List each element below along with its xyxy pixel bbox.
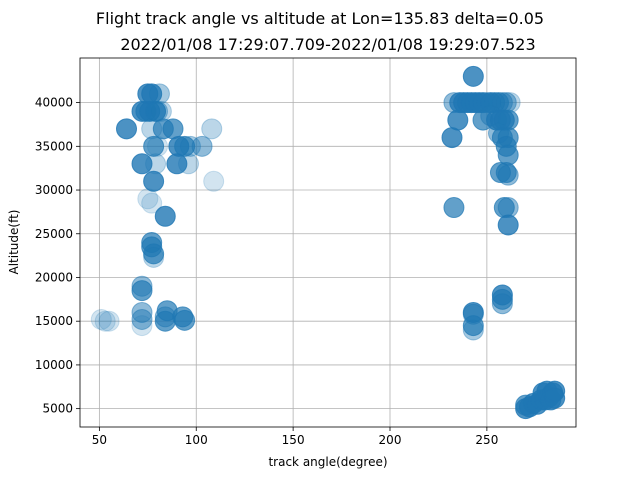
y-axis-label: Altitude(ft) <box>7 210 21 275</box>
x-axis-label: track angle(degree) <box>268 455 387 469</box>
scatter-point <box>147 135 168 157</box>
x-tick-label: 150 <box>282 433 305 447</box>
y-tick-label: 30000 <box>35 183 73 197</box>
scatter-point <box>166 153 188 175</box>
scatter-point <box>131 308 153 330</box>
scatter-point <box>443 197 465 219</box>
scatter-point <box>203 170 225 192</box>
x-tick-label: 250 <box>475 433 498 447</box>
scatter-point <box>90 308 112 330</box>
scatter-point <box>462 65 484 87</box>
scatter-point <box>137 188 159 210</box>
scatter-point <box>98 310 120 332</box>
y-tick-label: 15000 <box>35 314 73 328</box>
scatter-point <box>497 164 519 186</box>
scatter-point <box>116 118 137 140</box>
scatter-point <box>174 309 196 331</box>
x-tick-label: 100 <box>185 433 208 447</box>
chart-title: Flight track angle vs altitude at Lon=13… <box>96 9 544 28</box>
scatter-point <box>497 144 519 166</box>
y-tick-label: 5000 <box>42 402 73 416</box>
scatter-point <box>131 153 153 175</box>
y-tick-label: 35000 <box>35 139 73 153</box>
scatter-point <box>191 135 213 157</box>
scatter-point <box>131 315 153 337</box>
scatter-point <box>94 310 116 332</box>
scatter-point <box>441 127 463 149</box>
scatter-point <box>141 118 163 140</box>
scatter-point <box>148 83 170 105</box>
chart-subtitle: 2022/01/08 17:29:07.709-2022/01/08 19:29… <box>120 35 535 54</box>
y-tick-label: 10000 <box>35 358 73 372</box>
plot-frame <box>79 57 577 428</box>
scatter-point <box>462 319 484 341</box>
scatter-point <box>143 246 165 268</box>
x-tick-label: 200 <box>379 433 402 447</box>
scatter-point <box>447 109 469 131</box>
scatter-point <box>154 205 176 227</box>
scatter-point <box>131 280 153 302</box>
x-axis-ticks: 50 100 150 200 250 <box>92 427 498 447</box>
scatter-point <box>162 118 184 140</box>
scatter-point <box>150 100 172 122</box>
scatter-point <box>143 170 165 192</box>
data-points <box>90 65 566 420</box>
scatter-point <box>491 293 513 315</box>
scatter-point <box>499 92 521 114</box>
scatter-point <box>544 387 566 409</box>
scatter-point <box>497 214 519 236</box>
y-tick-label: 25000 <box>35 227 73 241</box>
y-tick-label: 20000 <box>35 270 73 284</box>
scatter-point <box>145 100 167 122</box>
x-tick-label: 50 <box>92 433 107 447</box>
scatter-point <box>143 243 165 265</box>
scatter-point <box>462 315 484 337</box>
y-tick-label: 40000 <box>35 96 73 110</box>
scatter-point <box>143 135 165 157</box>
scatter-point <box>141 192 163 214</box>
scatter-point <box>201 118 223 140</box>
y-axis-ticks: 5000 10000 15000 20000 25000 30000 35000 40000 <box>35 96 80 416</box>
